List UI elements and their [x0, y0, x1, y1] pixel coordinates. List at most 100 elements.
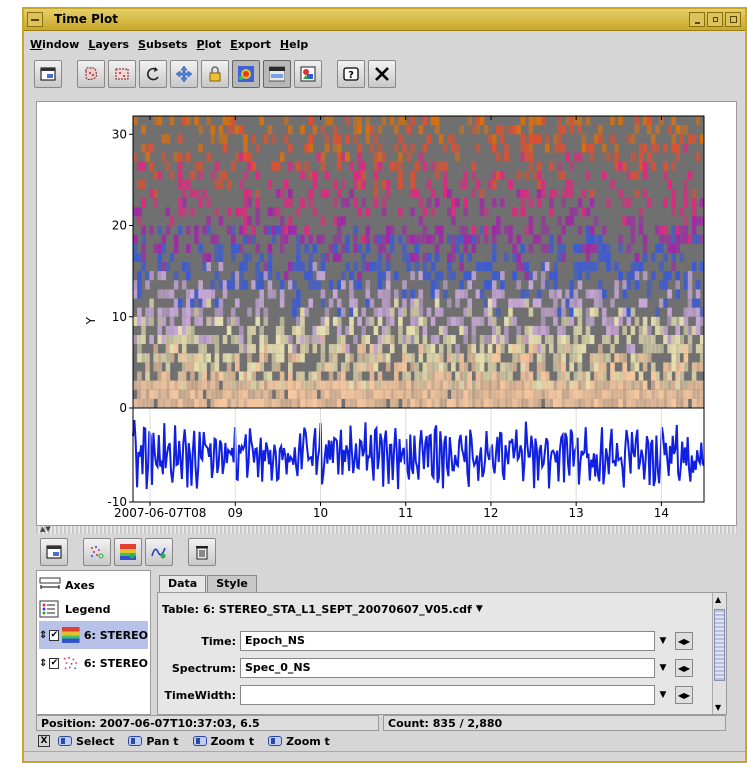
spectrogram-cell	[288, 335, 293, 345]
drag-handle-icon[interactable]: ⇕	[39, 629, 48, 641]
spectrogram-cell	[210, 289, 216, 299]
window-menu-icon[interactable]	[27, 12, 43, 27]
chevron-down-icon[interactable]: ▼	[659, 663, 667, 673]
sketch-density-button[interactable]	[232, 60, 260, 88]
close-button[interactable]	[368, 60, 396, 88]
spectrogram-cell	[296, 298, 301, 308]
axis-lock-button[interactable]	[201, 60, 229, 88]
spectrogram-cell	[598, 371, 603, 381]
spectrogram-cell	[589, 316, 595, 326]
menu-subsets[interactable]: Subsets	[138, 38, 188, 51]
spectrogram-cell	[602, 371, 607, 381]
layer-item-axes[interactable]: Axes	[39, 573, 148, 597]
spectrogram-cell	[598, 134, 603, 144]
scroll-up-icon[interactable]: ▲	[715, 595, 722, 604]
form-scrollbar[interactable]: ▲ ▼	[712, 593, 726, 714]
new-window-button[interactable]	[34, 60, 62, 88]
spectrogram-cell	[459, 325, 464, 335]
spectrogram-cell	[385, 380, 391, 390]
layer-item-marks[interactable]: ⇕ ✔ 6: STEREO	[39, 651, 148, 675]
layer-checkbox[interactable]: ✔	[49, 657, 60, 669]
spectrogram-cell	[198, 398, 203, 408]
axis-zoom-button[interactable]	[263, 60, 291, 88]
menu-layers[interactable]: Layers	[88, 38, 130, 51]
table-select[interactable]: 6: STEREO_STA_L1_SEPT_20070607_V05.cdf ▼	[203, 602, 483, 616]
spectrogram-cell	[663, 398, 668, 408]
spectrogram-cell	[210, 389, 216, 399]
maximize-button[interactable]	[707, 12, 723, 27]
spectrogram-cell	[202, 362, 207, 372]
spectrogram-cell	[467, 380, 472, 390]
column-arrows-icon[interactable]: ◀▶	[675, 659, 693, 677]
spectrogram-cell	[296, 316, 301, 326]
spectrogram-cell	[247, 344, 252, 354]
column-arrows-icon[interactable]: ◀▶	[675, 686, 693, 704]
spectrogram-cell	[186, 389, 191, 399]
chevron-down-icon[interactable]: ▼	[659, 690, 667, 700]
export-image-button[interactable]	[294, 60, 322, 88]
layer-item-spectrogram[interactable]: ⇕ ✔ 6: STEREO	[39, 621, 148, 649]
timewidth-field[interactable]	[240, 685, 655, 705]
chevron-down-icon[interactable]: ▼	[475, 604, 483, 614]
mouse-left-icon	[128, 736, 143, 746]
title-bar[interactable]: Time Plot	[24, 9, 745, 31]
spectrogram-cell	[455, 234, 460, 244]
box-subset-button[interactable]	[108, 60, 136, 88]
scrollbar-thumb[interactable]	[714, 609, 725, 681]
layer-checkbox[interactable]: ✔	[49, 629, 60, 641]
layer-window-button[interactable]	[40, 538, 68, 566]
minimize-button[interactable]	[689, 12, 705, 27]
spectrogram-cell	[141, 125, 146, 135]
drag-handle-icon[interactable]: ⇕	[39, 657, 48, 669]
tab-data[interactable]: Data	[159, 575, 207, 592]
spectrogram-cell	[255, 198, 260, 208]
menu-window[interactable]: Window	[30, 38, 80, 51]
spectrogram-cell	[422, 225, 428, 235]
spectrogram-cell	[565, 298, 570, 308]
spectrogram-cell	[593, 134, 599, 144]
position-readout: Position: 2007-06-07T10:37:03, 6.5	[36, 715, 379, 731]
split-pane-divider[interactable]: ▲▼	[36, 525, 737, 534]
spectrogram-cell	[500, 280, 505, 290]
spectrogram-cell	[243, 216, 248, 226]
spectrogram-cell	[581, 189, 587, 199]
spectrogram-cell	[190, 398, 195, 408]
spectrogram-cell	[365, 398, 371, 408]
chevron-down-icon[interactable]: ▼	[659, 636, 667, 646]
spectrogram-cell	[218, 371, 224, 381]
spectrogram-cell	[414, 307, 419, 317]
replot-button[interactable]	[139, 60, 167, 88]
time-field[interactable]: Epoch_NS	[240, 631, 655, 651]
spectrogram-cell	[667, 362, 672, 372]
blob-subset-button[interactable]	[77, 60, 105, 88]
spectrogram-cell	[577, 152, 583, 162]
tab-style[interactable]: Style	[207, 575, 257, 592]
spectrogram-cell	[467, 389, 472, 399]
plot-panel[interactable]: 2007-06-07T08 09 10 11 12 13 14 0 10 20 30 -10 Y	[36, 101, 737, 526]
scroll-down-icon[interactable]: ▼	[715, 703, 722, 712]
spectrogram-cell	[145, 353, 150, 363]
navigate-button[interactable]	[170, 60, 198, 88]
spectrogram-cell	[544, 243, 550, 253]
spectrogram-cell	[161, 243, 167, 253]
add-line-layer-button[interactable]	[145, 538, 173, 566]
hints-close-icon[interactable]: X	[38, 735, 50, 747]
spectrogram-cell	[524, 298, 530, 308]
add-spectrogram-layer-button[interactable]	[114, 538, 142, 566]
spectrogram-cell	[304, 225, 309, 235]
spectrogram-cell	[239, 225, 244, 235]
spectrum-field[interactable]: Spec_0_NS	[240, 658, 655, 678]
menu-help[interactable]: Help	[279, 38, 309, 51]
column-arrows-icon[interactable]: ◀▶	[675, 632, 693, 650]
help-button[interactable]: ?	[337, 60, 365, 88]
spectrogram-cell	[332, 389, 338, 399]
spectrogram-cell	[438, 271, 444, 281]
menu-export[interactable]: Export	[230, 38, 271, 51]
menu-plot[interactable]: Plot	[196, 38, 222, 51]
spectrogram-cell	[479, 207, 485, 217]
layer-item-legend[interactable]: Legend	[39, 597, 148, 621]
delete-layer-button[interactable]	[188, 538, 216, 566]
add-marks-layer-button[interactable]	[83, 538, 111, 566]
close-window-button[interactable]	[725, 12, 741, 27]
